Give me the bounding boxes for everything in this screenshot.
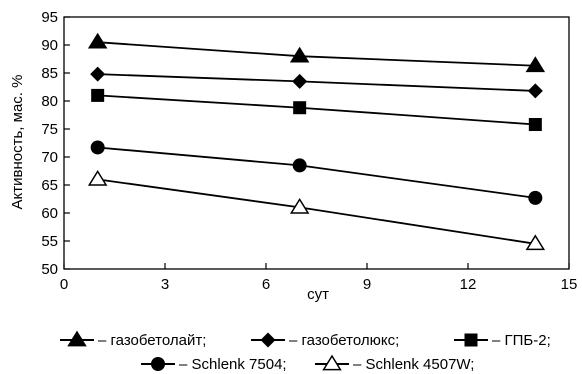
legend-item: – ГПБ-2; bbox=[454, 332, 551, 349]
x-tick-label: 6 bbox=[262, 276, 270, 293]
legend-marker bbox=[260, 332, 276, 348]
plot-area-frame bbox=[63, 16, 570, 270]
legend-item: – Schlenk 4507W; bbox=[315, 354, 474, 373]
data-point bbox=[293, 101, 307, 115]
legend-label: – Schlenk 7504; bbox=[179, 356, 287, 373]
x-axis-label: сут bbox=[307, 286, 329, 303]
y-tick-label: 60 bbox=[41, 205, 58, 222]
series-5 bbox=[87, 169, 546, 251]
x-tick-label: 15 bbox=[561, 276, 578, 293]
legend: – газобетолайт; – газобетолюкс; – ГПБ-2; – … bbox=[60, 330, 551, 373]
series-3 bbox=[91, 88, 542, 132]
series-line bbox=[97, 94, 536, 126]
data-point bbox=[527, 83, 543, 99]
series-line bbox=[97, 73, 536, 92]
data-point bbox=[289, 197, 310, 214]
y-tick-label: 75 bbox=[41, 121, 58, 138]
data-point bbox=[91, 88, 105, 102]
x-tick-label: 3 bbox=[161, 276, 169, 293]
data-point bbox=[289, 46, 310, 63]
y-tick-label: 70 bbox=[41, 149, 58, 166]
legend-marker bbox=[67, 330, 87, 347]
legend-item: – Schlenk 7504; bbox=[141, 356, 287, 373]
series-line bbox=[97, 146, 536, 199]
y-axis-label: Активность, мас. % bbox=[9, 75, 26, 210]
x-tick-label: 12 bbox=[460, 276, 477, 293]
y-tick-label: 90 bbox=[41, 37, 58, 54]
y-tick-label: 50 bbox=[41, 261, 58, 278]
legend-label: – газобетолайт; bbox=[98, 332, 206, 349]
data-point bbox=[525, 234, 546, 251]
y-tick-label: 65 bbox=[41, 177, 58, 194]
data-point bbox=[90, 140, 105, 155]
legend-label: – ГПБ-2; bbox=[492, 332, 551, 349]
x-tick-label: 0 bbox=[60, 276, 68, 293]
legend-label: – Schlenk 4507W; bbox=[353, 356, 474, 373]
x-tick-label: 9 bbox=[363, 276, 371, 293]
data-point bbox=[528, 118, 542, 132]
y-tick-label: 80 bbox=[41, 93, 58, 110]
data-point bbox=[292, 158, 307, 173]
legend-label: – газобетолюкс; bbox=[289, 332, 399, 349]
series-4 bbox=[90, 140, 543, 205]
data-point bbox=[90, 66, 106, 82]
legend-marker bbox=[322, 354, 342, 371]
data-point bbox=[525, 56, 546, 73]
legend-item: – газобетолюкс; bbox=[251, 332, 399, 349]
series-line bbox=[97, 41, 536, 67]
y-tick-label: 55 bbox=[41, 233, 58, 250]
series-1 bbox=[87, 32, 546, 73]
legend-marker bbox=[151, 357, 165, 371]
data-point bbox=[87, 169, 108, 186]
data-point bbox=[87, 32, 108, 49]
y-tick-label: 85 bbox=[41, 65, 58, 82]
data-point bbox=[528, 190, 543, 205]
legend-item: – газобетолайт; bbox=[60, 330, 206, 349]
y-tick-label: 95 bbox=[41, 9, 58, 26]
data-point bbox=[292, 73, 308, 89]
series-2 bbox=[90, 66, 543, 99]
legend-marker bbox=[464, 333, 478, 347]
